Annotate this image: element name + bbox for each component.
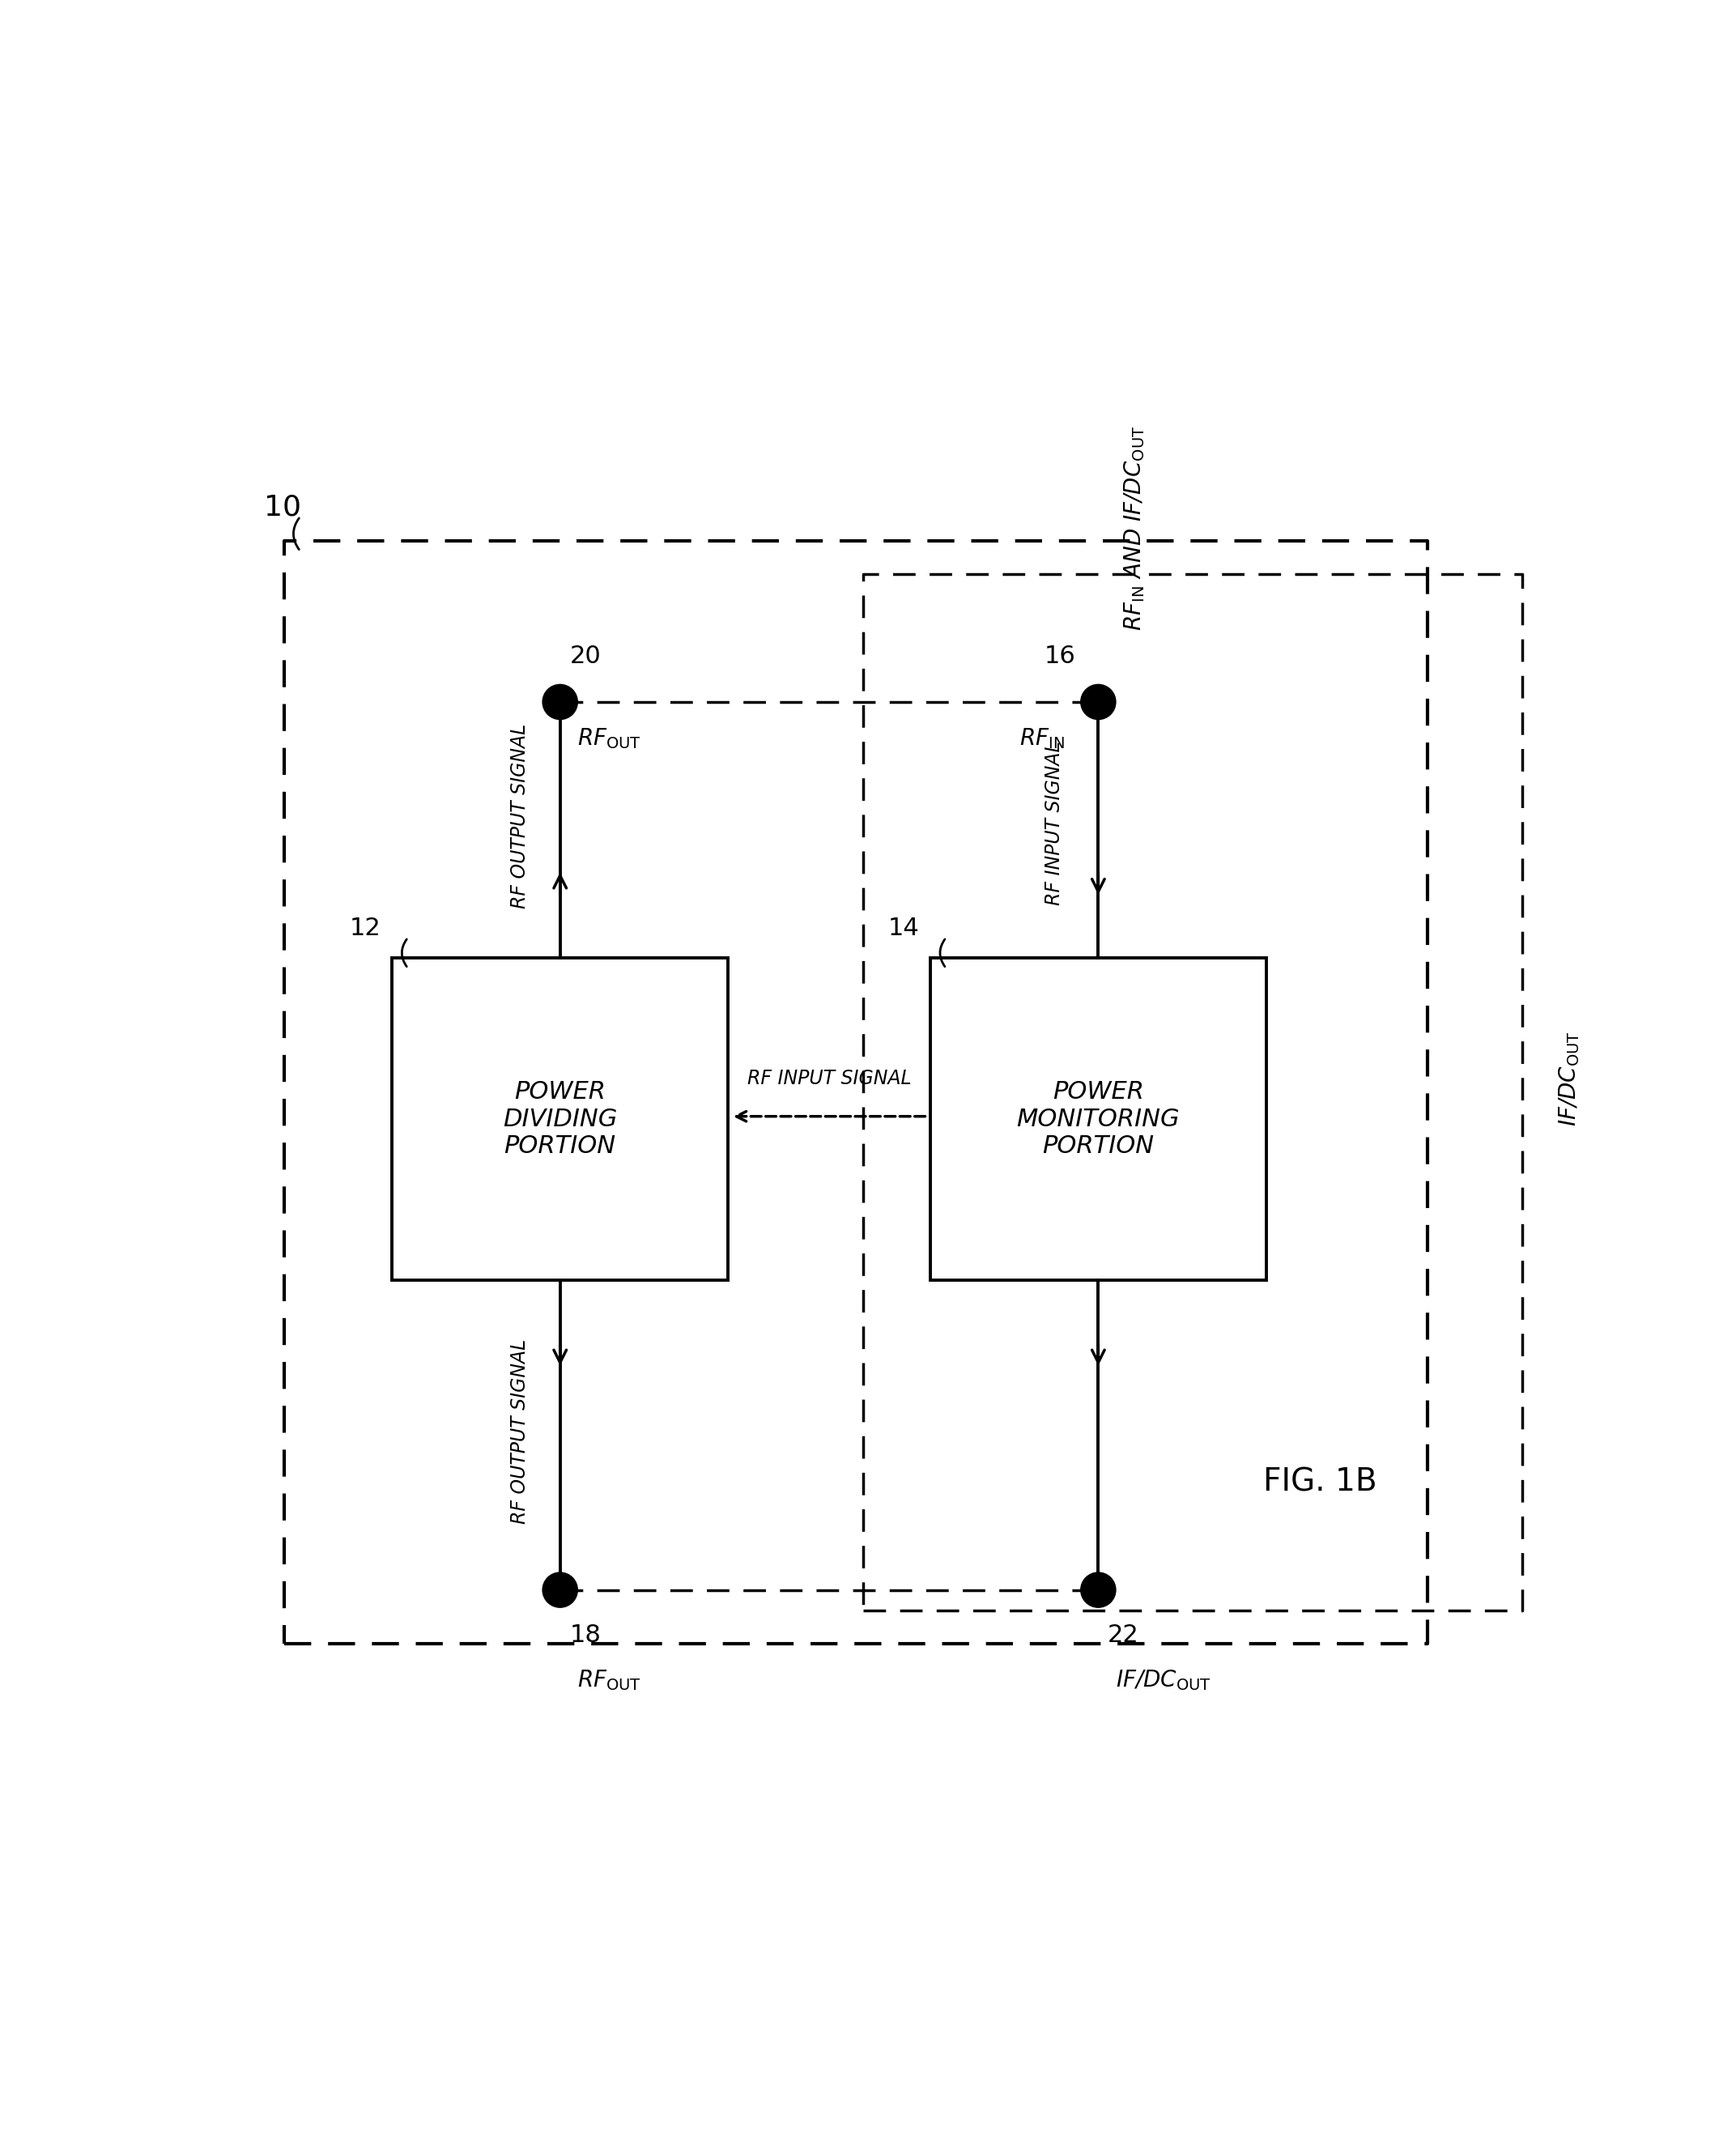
Circle shape xyxy=(543,1572,578,1608)
Text: RF INPUT SIGNAL: RF INPUT SIGNAL xyxy=(746,1068,911,1089)
Bar xyxy=(392,957,729,1279)
Text: RF$_{\rm OUT}$: RF$_{\rm OUT}$ xyxy=(578,726,641,750)
Bar xyxy=(930,957,1267,1279)
Text: POWER
MONITORING
PORTION: POWER MONITORING PORTION xyxy=(1017,1081,1180,1158)
Text: 12: 12 xyxy=(349,916,382,940)
Text: 16: 16 xyxy=(1043,645,1075,669)
Text: 10: 10 xyxy=(264,493,302,521)
Circle shape xyxy=(543,684,578,720)
Text: IF/DC$_{\rm OUT}$: IF/DC$_{\rm OUT}$ xyxy=(1116,1668,1212,1692)
Circle shape xyxy=(1082,684,1116,720)
Text: RF INPUT SIGNAL: RF INPUT SIGNAL xyxy=(1043,741,1064,906)
Text: 14: 14 xyxy=(887,916,920,940)
Text: 22: 22 xyxy=(1108,1623,1139,1647)
Text: 18: 18 xyxy=(569,1623,601,1647)
Text: FIG. 1B: FIG. 1B xyxy=(1264,1467,1377,1497)
Text: RF$_{\rm OUT}$: RF$_{\rm OUT}$ xyxy=(578,1668,641,1692)
Text: POWER
DIVIDING
PORTION: POWER DIVIDING PORTION xyxy=(503,1081,618,1158)
Text: 20: 20 xyxy=(569,645,601,669)
Text: RF OUTPUT SIGNAL: RF OUTPUT SIGNAL xyxy=(510,724,529,908)
Text: IF/DC$_{\rm OUT}$: IF/DC$_{\rm OUT}$ xyxy=(1557,1032,1581,1126)
Text: RF$_{\rm IN}$: RF$_{\rm IN}$ xyxy=(1019,726,1064,750)
Circle shape xyxy=(1082,1572,1116,1608)
Text: RF$_{\rm IN}$ AND IF/DC$_{\rm OUT}$: RF$_{\rm IN}$ AND IF/DC$_{\rm OUT}$ xyxy=(1123,427,1146,630)
Text: RF OUTPUT SIGNAL: RF OUTPUT SIGNAL xyxy=(510,1339,529,1523)
